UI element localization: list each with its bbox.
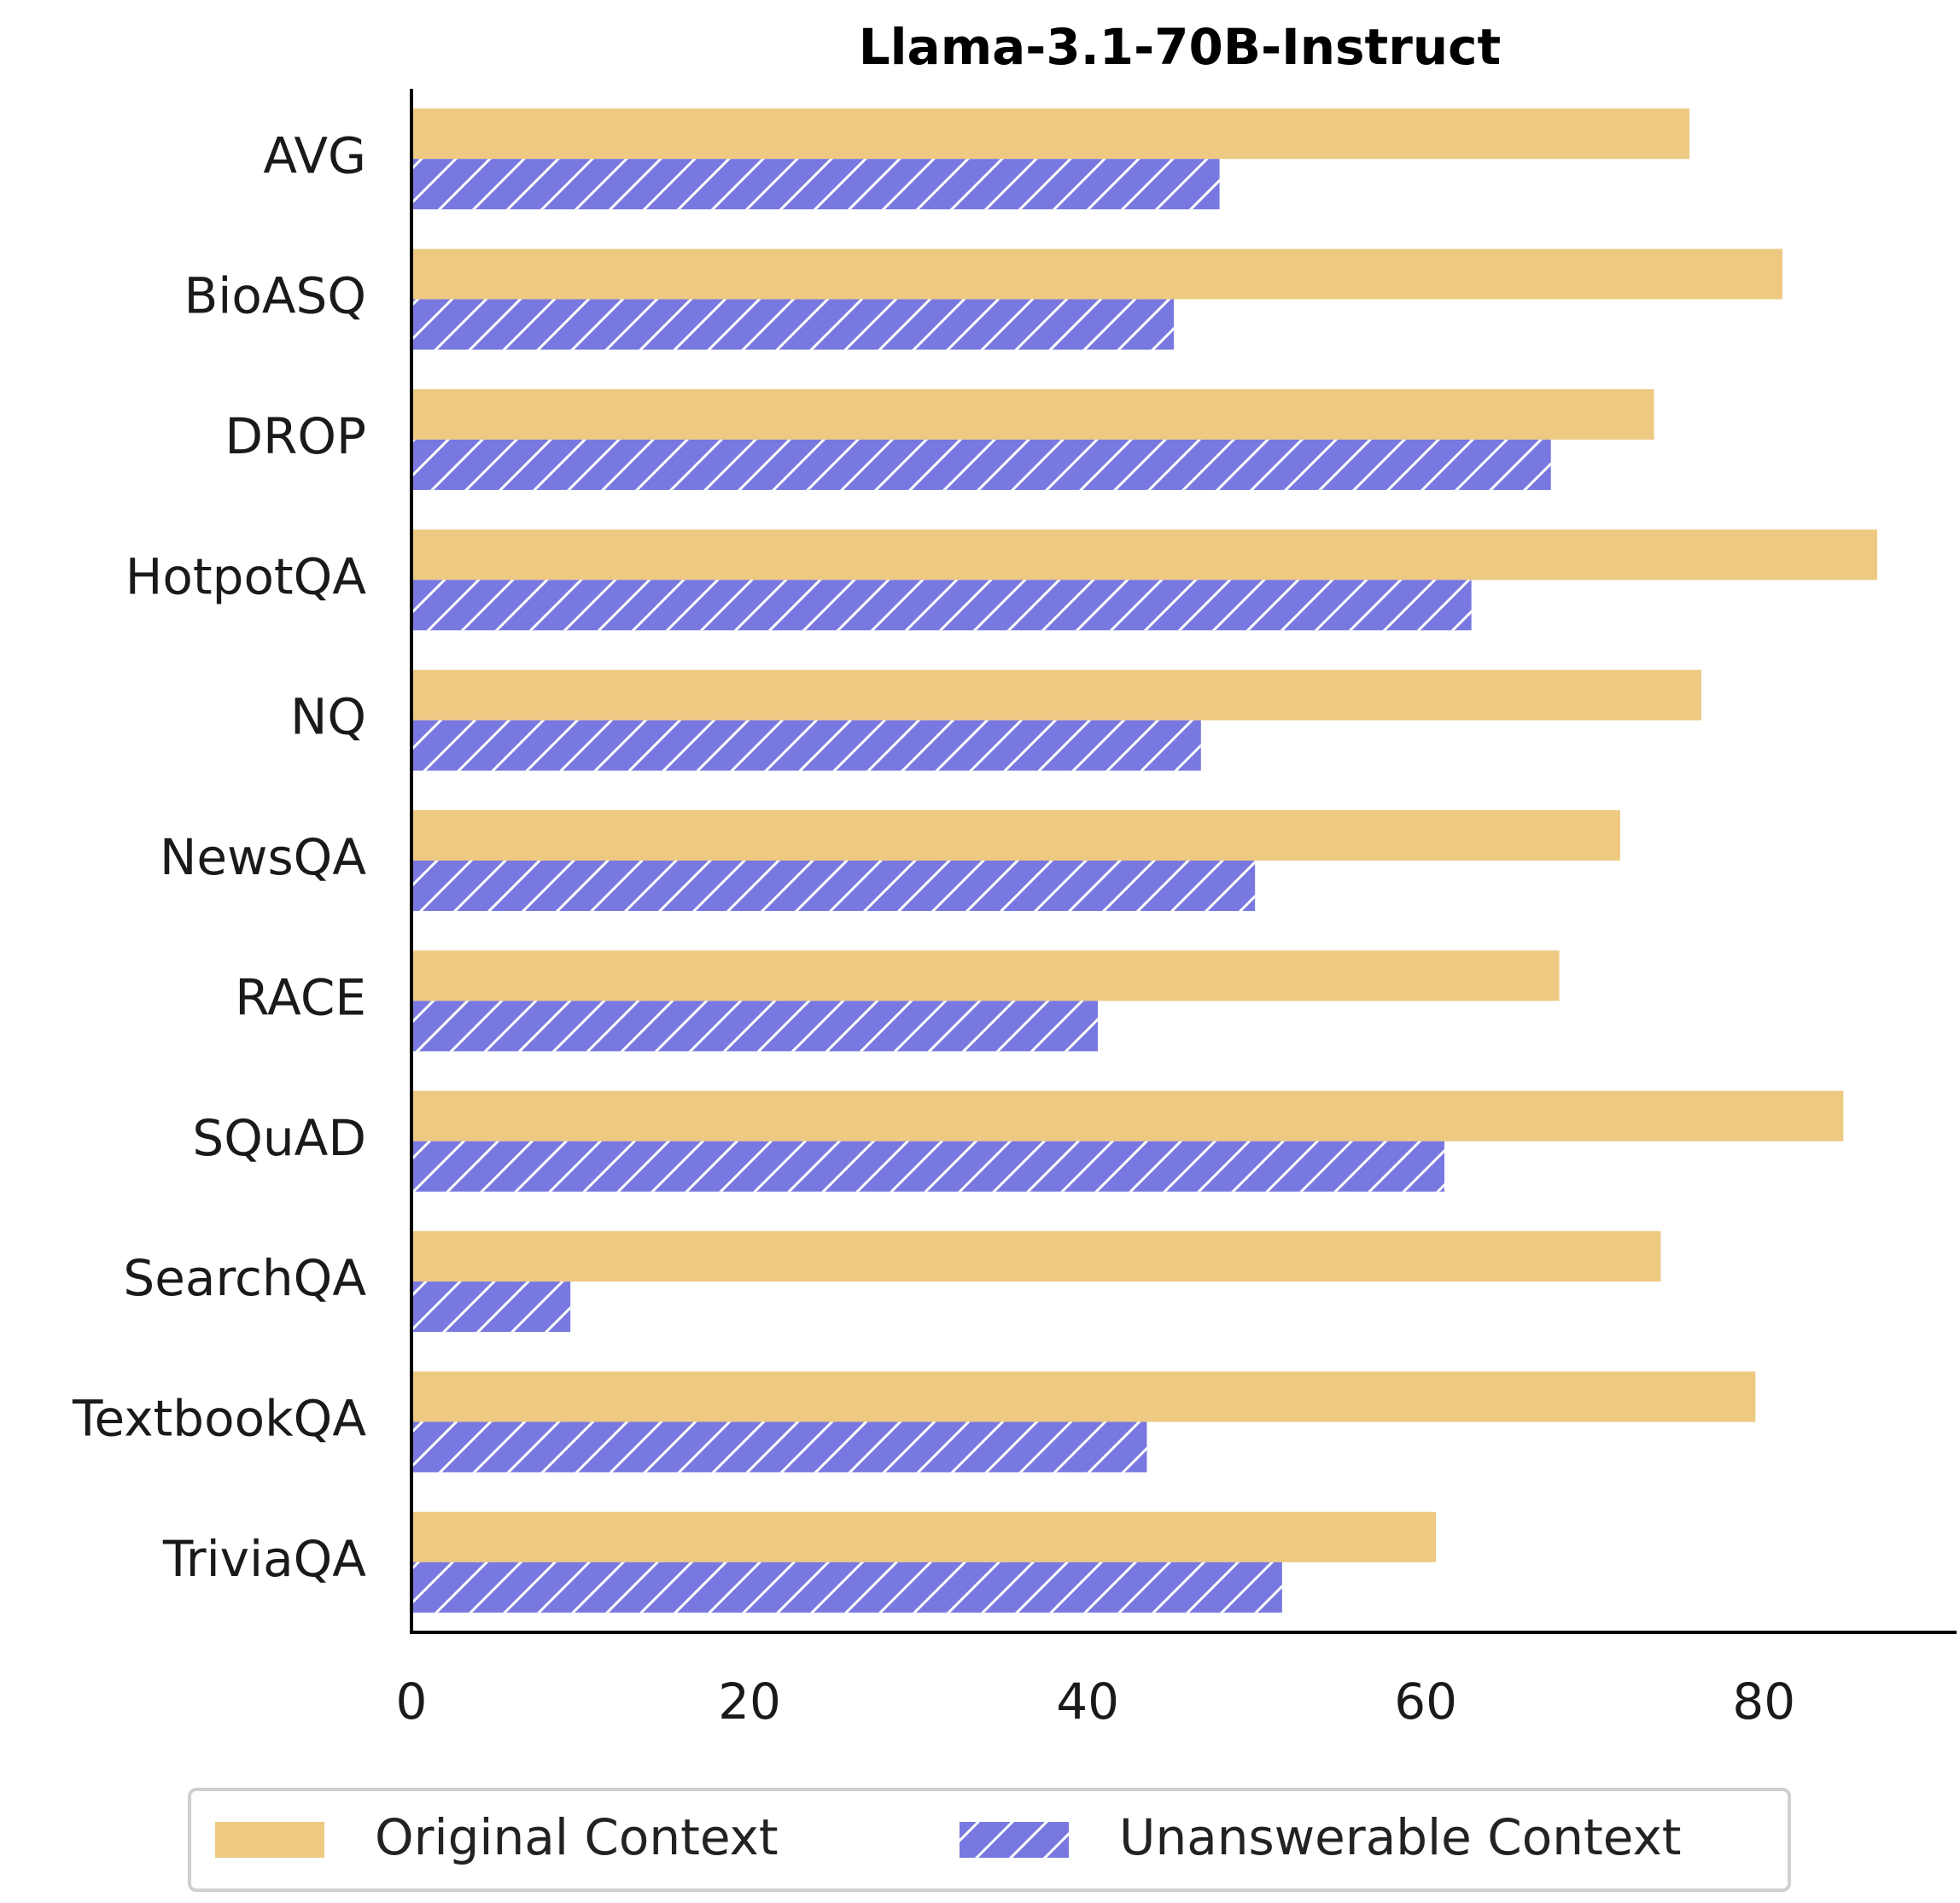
chart-title: Llama-3.1-70B-Instruct [859,18,1502,76]
x-tick-label: 0 [396,1672,428,1731]
legend-label: Original Context [375,1808,779,1866]
y-tick-label: SearchQA [123,1249,366,1307]
bar [411,1511,1437,1562]
y-tick-label: TriviaQA [162,1530,366,1588]
bar-hatch [411,439,1551,490]
bar [411,950,1560,1001]
y-tick-label: RACE [235,968,366,1026]
y-tick-label: DROP [225,407,366,465]
bar [411,388,1654,440]
bar [411,810,1620,861]
legend-label: Unanswerable Context [1119,1808,1682,1866]
bar-hatch [411,861,1256,911]
bar-hatch [411,1562,1282,1613]
bar-hatch [411,580,1472,631]
bar [411,108,1690,160]
bar-hatch [411,720,1201,771]
x-tick-label: 80 [1732,1672,1795,1731]
bar [411,529,1877,581]
x-tick-label: 60 [1394,1672,1457,1731]
y-tick-label: AVG [263,126,366,184]
x-tick-label: 20 [718,1672,781,1731]
y-tick-label: TextbookQA [72,1390,366,1448]
bar-hatch [411,1001,1099,1052]
legend-swatch [215,1822,324,1858]
y-tick-label: NewsQA [160,828,366,886]
bar [411,1371,1756,1422]
y-tick-label: BioASQ [184,267,366,325]
y-tick-label: SQuAD [192,1109,366,1167]
bar-hatch [411,159,1220,210]
bar-hatch [411,299,1175,350]
bar [411,248,1783,300]
bar [411,1090,1844,1141]
legend-hatch [960,1822,1069,1858]
y-tick-label: HotpotQA [125,547,367,605]
bar-hatch [411,1141,1444,1192]
bar [411,669,1701,721]
bar [411,1231,1661,1282]
bar-hatch [411,1281,571,1333]
y-tick-label: NQ [290,688,366,746]
x-tick-label: 40 [1056,1672,1119,1731]
bar-hatch [411,1421,1147,1473]
